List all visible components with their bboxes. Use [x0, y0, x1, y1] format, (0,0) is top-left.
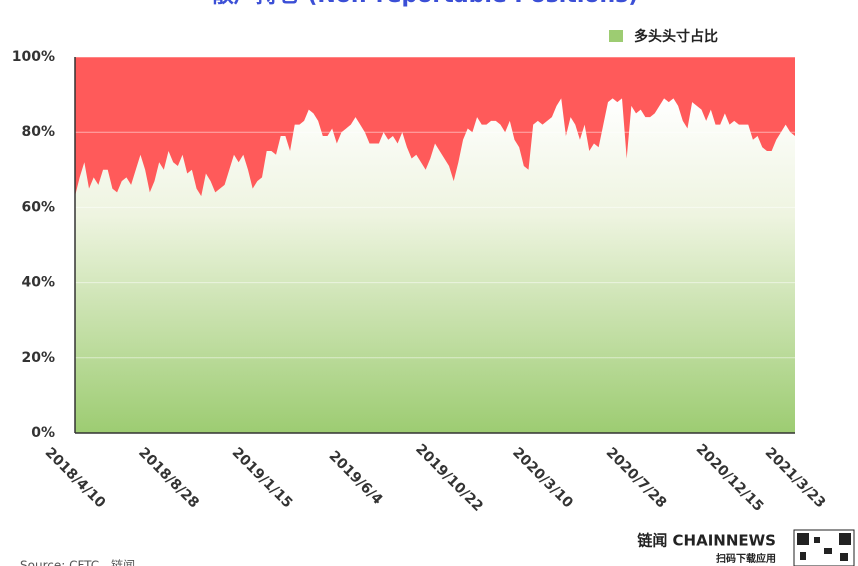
y-tick-label: 40% [21, 275, 55, 291]
brand: 链闻 CHAINNEWS [637, 532, 776, 550]
legend-swatch [609, 30, 623, 42]
x-tick-label: 2019/1/15 [229, 445, 296, 512]
y-tick-label: 0% [31, 425, 55, 441]
x-tick-label: 2018/8/28 [135, 445, 202, 512]
source: Source: CFTC，链闻 [20, 558, 135, 566]
x-tick-label: 2020/7/28 [603, 445, 670, 512]
chart-title: 散户持仓 (Non-reportable Positions) [212, 0, 639, 8]
brand-subtitle: 扫码下载应用 [716, 552, 776, 565]
x-tick-label: 2021/3/23 [762, 445, 829, 512]
y-tick-label: 20% [21, 350, 55, 366]
y-tick-label: 100% [12, 49, 55, 65]
area [75, 98, 795, 434]
x-tick-label: 2020/3/10 [509, 445, 576, 512]
y-tick-label: 60% [21, 199, 55, 215]
qr-code [793, 529, 855, 566]
legend-label: 多头头寸占比 [634, 28, 718, 45]
x-tick-label: 2018/4/10 [42, 445, 109, 512]
x-tick-label: 2019/6/4 [326, 448, 386, 508]
x-tick-label: 2020/12/15 [693, 441, 767, 515]
y-tick-label: 80% [21, 124, 55, 140]
x-tick-label: 2019/10/22 [412, 441, 486, 515]
